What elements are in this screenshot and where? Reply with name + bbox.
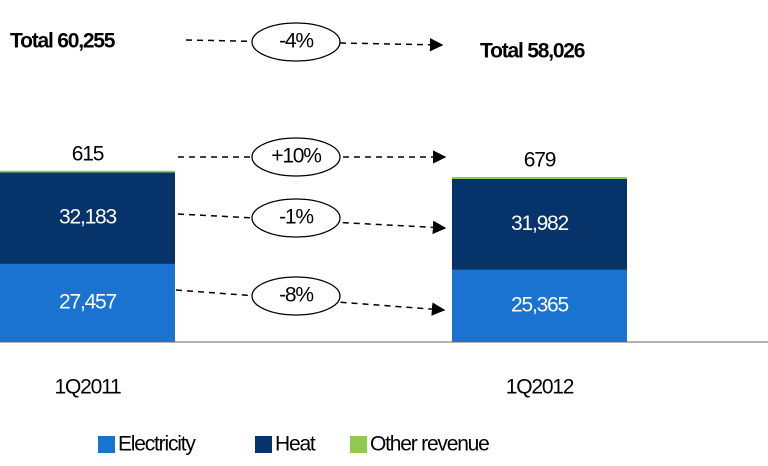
annotation: -1% — [279, 206, 313, 229]
annotation: -4% — [279, 30, 313, 53]
annotation-bubble — [251, 22, 341, 62]
legend-label: Electricity — [118, 433, 196, 456]
bar-segment — [452, 269, 627, 342]
bar-segment — [452, 177, 627, 179]
total-label: Total 58,026 — [480, 40, 585, 63]
value-label: 27,457 — [59, 291, 117, 314]
value-label: 31,982 — [511, 212, 569, 235]
legend-label: Other revenue — [370, 433, 489, 456]
legend-swatch — [255, 436, 272, 453]
bar-segment — [0, 172, 175, 264]
bar-segment — [0, 263, 175, 342]
legend-swatch — [350, 436, 367, 453]
legend-swatch — [98, 436, 115, 453]
arrow — [185, 38, 444, 52]
annotation: +10% — [271, 145, 321, 168]
total-label: Total 60,255 — [10, 30, 116, 53]
annotation: -8% — [279, 284, 313, 307]
value-label: 25,365 — [511, 293, 569, 316]
annotation-bubble — [251, 276, 341, 316]
bar-segment — [452, 178, 627, 270]
legend-label: Heat — [275, 433, 316, 456]
value-label: 615 — [72, 142, 104, 165]
annotation-bubble — [251, 198, 341, 238]
annotation-bubble — [251, 137, 341, 177]
value-label: 679 — [524, 149, 556, 172]
x-tick-label: 1Q2011 — [55, 376, 121, 399]
x-tick-label: 1Q2012 — [506, 376, 574, 399]
value-label: 32,183 — [59, 206, 117, 229]
bar-segment — [0, 170, 175, 173]
